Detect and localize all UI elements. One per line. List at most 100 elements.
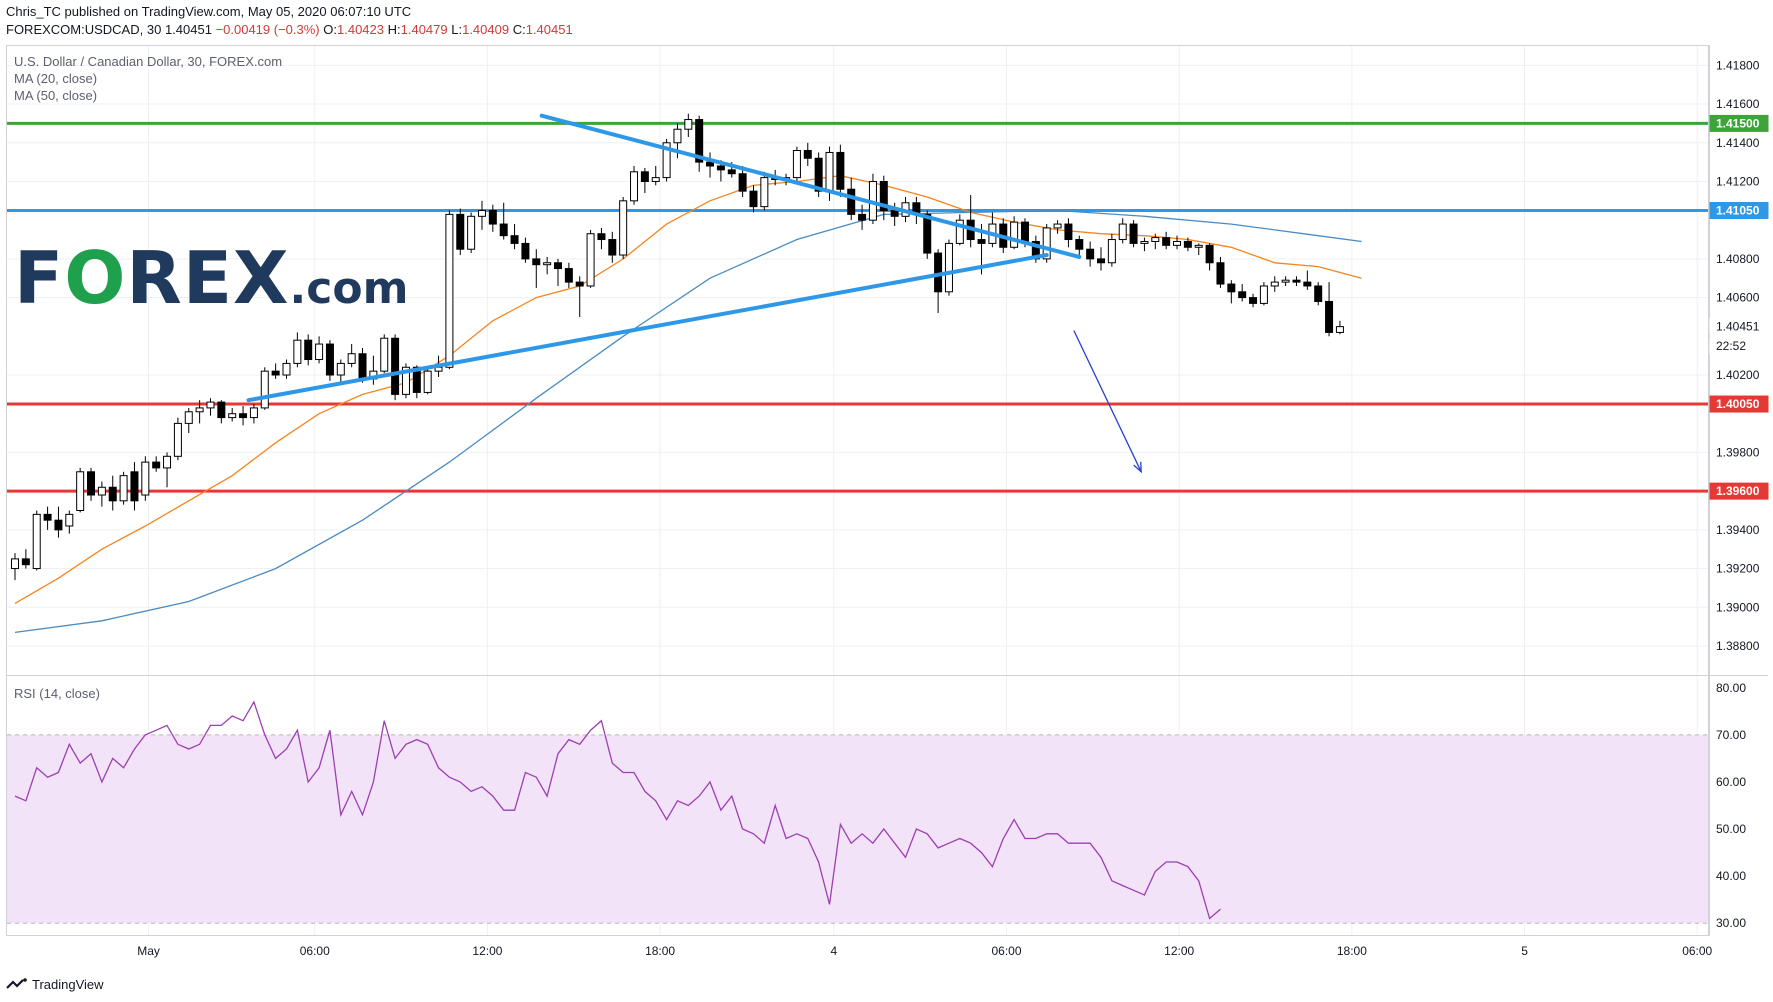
candle-up [173,422,182,457]
chart-title-legend: U.S. Dollar / Canadian Dollar, 30, FOREX… [14,54,283,69]
tradingview-icon [6,977,27,989]
candle-down [510,235,519,244]
price-tick-label: 1.41600 [1716,97,1760,111]
candle-up [380,337,389,372]
price-badge [1709,317,1769,335]
candle-up [293,339,302,364]
candle-down [608,239,617,256]
candle-down [1183,240,1192,248]
candle-down [87,471,96,496]
candle-down [456,213,465,250]
candle-up [65,513,74,527]
rsi-tick-label: 40.00 [1716,869,1746,883]
candle-down [1162,237,1171,246]
candle-down [1227,283,1236,293]
candle-down [803,150,812,159]
rsi-tick-label: 80.00 [1716,681,1746,695]
candle-up [195,407,204,413]
price-tick-label: 1.39400 [1716,523,1760,537]
candle-up [1335,326,1344,333]
candle-down [554,262,562,270]
candle-up [651,177,660,182]
candle-down [564,268,573,283]
forex-logo: FOREX.com [14,242,408,325]
candle-down [879,180,888,212]
candle-up [662,142,671,179]
candle-down [727,169,736,175]
price-badge-label: 1.40451 [1716,319,1760,333]
candle-down [977,239,986,244]
candle-down [239,413,248,419]
candle-up [1107,239,1116,264]
high-label: H: [387,22,401,37]
candle-down [1075,239,1084,250]
rsi-line [14,700,1221,920]
candle-down [836,151,845,190]
candle-up [1259,285,1268,304]
candle-down [706,161,715,167]
candle-down [1325,300,1334,333]
time-tick-label: 06:00 [300,944,330,958]
price-badge-label: 1.39600 [1716,484,1760,498]
candle-down [1205,244,1214,264]
logo-domain: .com [289,263,409,314]
candle-down [412,366,421,393]
price-badge-label: 22:52 [1716,339,1746,353]
candle-down [325,343,334,376]
close-label: C: [512,22,526,37]
candle-down [488,210,497,225]
logo-letter-f: F [14,236,65,320]
tradingview-brand[interactable]: TradingView [6,977,104,992]
time-tick-label: 12:00 [472,944,502,958]
candle-up [673,128,682,144]
candle-up [1010,221,1019,248]
candle-up [586,233,595,287]
candle-up [1140,240,1149,244]
candle-up [423,370,432,393]
price-tick-label: 1.41200 [1716,174,1760,188]
candle-down [521,242,530,260]
price-badge [1709,482,1769,500]
candle-down [499,223,508,237]
high-value: 1.40479 [400,22,448,37]
time-tick-label: 06:00 [992,944,1022,958]
price-tick-label: 1.40600 [1716,291,1760,305]
candle-down [304,339,313,361]
candle-down [890,210,899,217]
candle-up [119,475,128,502]
candle-down [1129,223,1138,244]
ma20-legend: MA (20, close) [14,71,98,86]
time-tick-label: 5 [1521,944,1528,958]
candle-up [97,486,106,496]
candle-down [130,471,139,502]
price-tick-label: 1.38800 [1716,639,1760,653]
trendline [246,253,1049,403]
candle-down [391,337,400,395]
candle-up [467,215,476,250]
candle-up [32,513,41,570]
candle-up [336,362,345,376]
candle-up [619,200,628,256]
candle-down [749,190,758,208]
candle-up [543,262,552,266]
candle-up [1151,237,1160,242]
candle-down [575,281,584,287]
candle-up [228,413,237,419]
projection-arrowhead [1133,461,1142,474]
candle-down [358,353,367,380]
candle-down [1238,291,1247,299]
candle-down [738,173,747,192]
symbol: FOREXCOM:USDCAD, 30 [6,22,162,37]
close-value: 1.40451 [525,22,573,37]
tradingview-label: TradingView [32,977,104,992]
rsi-tick-label: 30.00 [1716,916,1746,930]
candle-up [1194,244,1203,248]
candle-up [249,407,258,419]
price-badge-label: 1.41050 [1716,204,1760,218]
candle-down [1064,223,1073,241]
open-value: 1.40423 [337,22,384,37]
candle-down [923,213,932,254]
candle-down [271,370,280,376]
time-tick-label: 18:00 [1337,944,1367,958]
